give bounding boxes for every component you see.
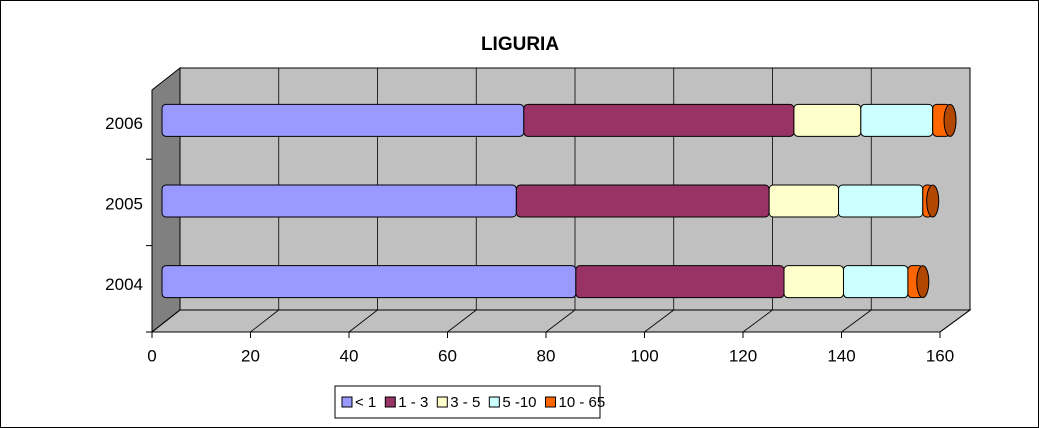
floor-grid-line: [447, 309, 477, 333]
floor-grid-line: [151, 309, 181, 333]
legend-swatch: [384, 396, 396, 408]
floor-grid-line: [250, 309, 279, 333]
bar-segment: [161, 103, 525, 137]
x-tick-label: 60: [438, 346, 457, 365]
bar-cap: [943, 103, 957, 137]
bar-segment: [860, 103, 934, 137]
bar-segment: [793, 103, 862, 137]
x-tick-label: 40: [340, 346, 359, 365]
x-tick-label: 120: [729, 346, 757, 365]
bar-segment: [515, 184, 770, 218]
bar-segment: [575, 265, 785, 299]
legend-label: 1 - 3: [398, 394, 428, 411]
x-tick-label: 80: [537, 346, 556, 365]
bar-segment: [768, 184, 840, 218]
x-tick-label: 140: [827, 346, 855, 365]
bar-segment: [161, 184, 517, 218]
legend-swatch: [545, 396, 557, 408]
x-tick-label: 0: [147, 346, 156, 365]
floor-grid-line: [545, 309, 576, 333]
x-tick-label: 160: [926, 346, 954, 365]
chart-title: LIGURIA: [481, 34, 559, 55]
y-tick-label: 2004: [105, 275, 143, 294]
x-tick-label: 100: [630, 346, 658, 365]
legend-swatch: [488, 396, 500, 408]
legend-label: 10 - 65: [559, 394, 606, 411]
floor-grid-line: [841, 309, 872, 333]
legend-label: 5 -10: [502, 394, 536, 411]
bar-cap: [926, 184, 940, 218]
legend-swatch: [341, 396, 353, 408]
legend-label: < 1: [355, 394, 376, 411]
bar-segment: [838, 184, 924, 218]
floor-grid-line: [644, 309, 674, 333]
y-tick-label: 2005: [105, 194, 143, 213]
y-tick-label: 2006: [105, 114, 143, 133]
bar-segment: [523, 103, 795, 137]
bar-segment: [161, 265, 577, 299]
legend-swatch: [436, 396, 448, 408]
bar-segment: [783, 265, 844, 299]
floor-grid-line: [939, 309, 971, 333]
floor-grid-line: [742, 309, 773, 333]
bar-cap: [916, 265, 930, 299]
bar-segment: [842, 265, 909, 299]
x-tick-label: 20: [241, 346, 260, 365]
legend-label: 3 - 5: [450, 394, 480, 411]
floor-grid-line: [348, 309, 378, 333]
